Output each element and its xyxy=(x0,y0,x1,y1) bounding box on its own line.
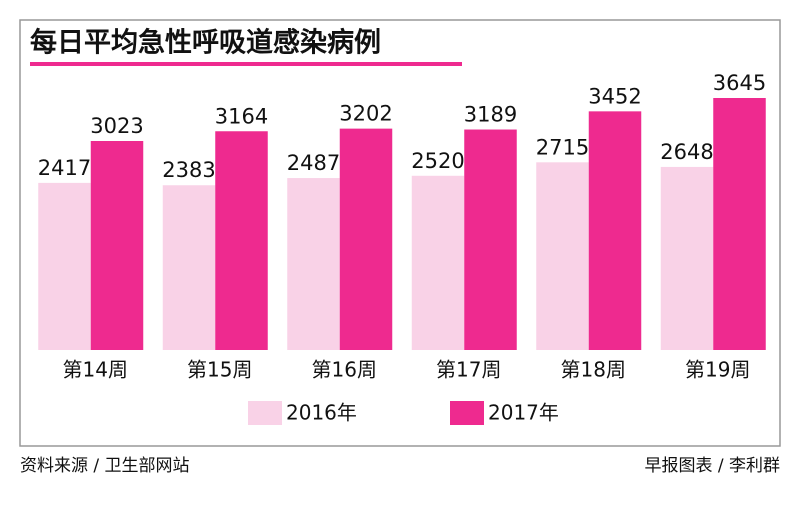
bar xyxy=(660,166,714,350)
value-label: 2520 xyxy=(411,149,464,173)
bar xyxy=(536,162,589,350)
bar xyxy=(411,175,465,350)
value-label: 2383 xyxy=(162,158,215,182)
source: 资料来源 / 卫生部网站 xyxy=(20,456,190,476)
bar xyxy=(162,185,216,350)
x-tick-label: 第16周 xyxy=(312,358,377,382)
value-label: 2648 xyxy=(660,140,713,164)
bar xyxy=(588,111,642,351)
bar xyxy=(215,131,268,350)
value-label: 3189 xyxy=(464,103,517,127)
chart-title: 每日平均急性呼吸道感染病例 xyxy=(30,27,381,59)
x-tick-label: 第17周 xyxy=(436,358,501,382)
x-tick-label: 第14周 xyxy=(63,358,128,382)
legend-label: 2017年 xyxy=(488,401,559,425)
value-label: 2715 xyxy=(536,135,589,159)
x-tick-label: 第19周 xyxy=(685,358,750,382)
bar xyxy=(339,128,393,350)
value-label: 3202 xyxy=(339,102,392,126)
value-label: 2417 xyxy=(38,156,91,180)
credit: 早报图表 / 李利群 xyxy=(644,456,780,476)
bar xyxy=(287,178,340,350)
value-label: 3645 xyxy=(713,71,766,95)
legend-label: 2016年 xyxy=(286,401,357,425)
legend-swatch xyxy=(450,401,484,425)
value-label: 3164 xyxy=(215,104,268,128)
x-tick-label: 第15周 xyxy=(187,358,252,382)
bar xyxy=(713,98,766,350)
value-label: 3023 xyxy=(90,114,143,138)
value-label: 2487 xyxy=(287,151,340,175)
value-label: 3452 xyxy=(588,84,641,108)
legend-swatch xyxy=(248,401,282,425)
bar xyxy=(464,129,517,350)
bar xyxy=(90,141,144,350)
frame xyxy=(19,19,781,447)
title-underline xyxy=(30,62,462,66)
x-tick-label: 第18周 xyxy=(561,358,626,382)
bar xyxy=(38,182,91,350)
